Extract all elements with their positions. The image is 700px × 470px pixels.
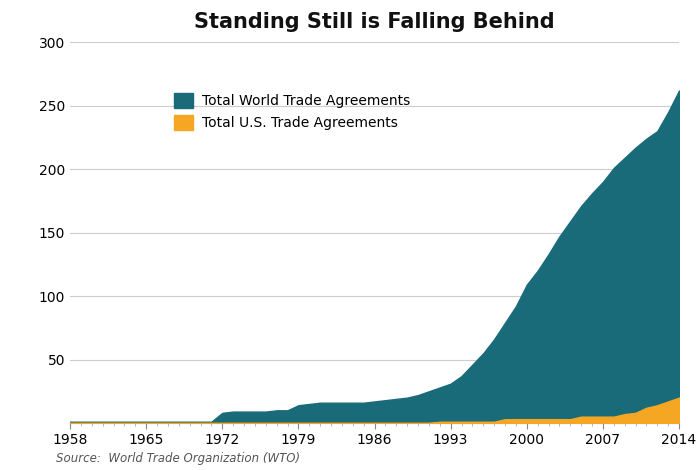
Title: Standing Still is Falling Behind: Standing Still is Falling Behind: [194, 12, 555, 32]
Text: Source:  World Trade Organization (WTO): Source: World Trade Organization (WTO): [56, 452, 300, 465]
Legend: Total World Trade Agreements, Total U.S. Trade Agreements: Total World Trade Agreements, Total U.S.…: [168, 87, 415, 136]
